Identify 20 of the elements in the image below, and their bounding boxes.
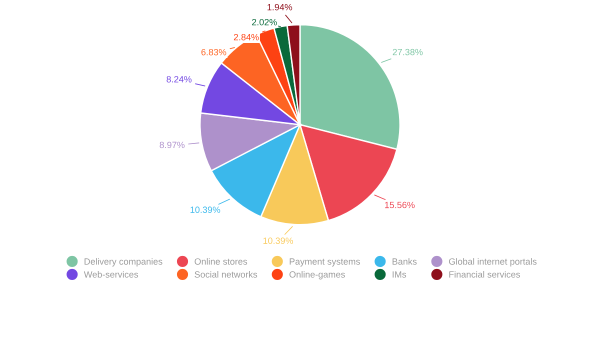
- data-label: 8.97%: [160, 142, 185, 148]
- legend-label: Online stores: [194, 258, 248, 265]
- data-label: 10.39%: [190, 206, 220, 213]
- legend-label: Banks: [392, 258, 417, 265]
- data-label: 10.39%: [263, 238, 294, 244]
- data-label: 15.56%: [385, 202, 415, 208]
- legend-label: Global internet portals: [449, 258, 537, 267]
- legend-label: Social networks: [194, 271, 258, 278]
- legend-label: IMs: [392, 271, 406, 278]
- legend-label: Payment systems: [290, 258, 360, 267]
- data-label: 2.02%: [252, 18, 277, 26]
- legend-label: Web-services: [84, 271, 138, 278]
- legend-label: Delivery companies: [84, 258, 162, 267]
- data-label: 2.84%: [234, 34, 259, 40]
- data-label: 6.83%: [201, 48, 226, 56]
- legend-label: Financial services: [449, 271, 520, 278]
- legend-label: Online-games: [289, 271, 345, 280]
- data-label: 8.24%: [166, 76, 192, 82]
- data-label: 1.94%: [268, 4, 292, 10]
- data-label: 27.38%: [392, 48, 423, 56]
